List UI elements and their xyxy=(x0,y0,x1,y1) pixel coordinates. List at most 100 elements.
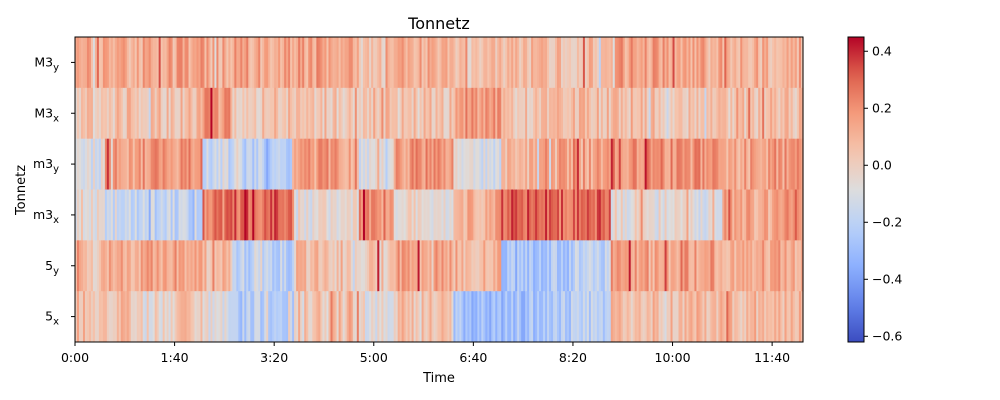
heatmap-cell xyxy=(471,291,474,343)
heatmap-cell xyxy=(198,240,202,292)
heatmap-cell xyxy=(441,87,445,140)
heatmap-cell xyxy=(318,138,321,190)
heatmap-cell xyxy=(736,37,739,89)
heatmap-cell xyxy=(626,240,630,292)
heatmap-cell xyxy=(381,87,385,140)
heatmap-cell xyxy=(218,240,221,292)
heatmap-cell xyxy=(732,138,735,190)
heatmap-cell xyxy=(136,37,140,89)
heatmap-cell xyxy=(622,87,626,140)
heatmap-cell xyxy=(668,138,672,190)
heatmap-cell xyxy=(784,87,788,140)
heatmap-cell xyxy=(495,87,498,140)
heatmap-cell xyxy=(210,37,214,89)
heatmap-cell xyxy=(580,87,584,140)
heatmap-cell xyxy=(471,37,474,89)
heatmap-cell xyxy=(483,87,486,140)
heatmap-cell xyxy=(158,37,162,89)
heatmap-cell xyxy=(260,138,263,190)
heatmap-cell xyxy=(568,87,572,140)
heatmap-cell xyxy=(766,37,769,89)
heatmap-cell xyxy=(166,37,170,89)
heatmap-cell xyxy=(718,138,721,190)
heatmap-cell xyxy=(240,189,243,241)
heatmap-cell xyxy=(230,87,233,140)
heatmap-cell xyxy=(624,87,628,140)
heatmap-cell xyxy=(389,138,393,190)
heatmap-cell xyxy=(537,87,540,140)
heatmap-cell xyxy=(421,291,425,343)
heatmap-cell xyxy=(756,87,759,140)
heatmap-cell xyxy=(469,240,472,292)
heatmap-cell xyxy=(373,240,376,292)
heatmap-cell xyxy=(559,240,562,292)
heatmap-cell xyxy=(590,37,594,89)
heatmap-cell xyxy=(600,189,604,241)
heatmap-cell xyxy=(543,37,546,89)
heatmap-cell xyxy=(459,291,463,343)
heatmap-cell xyxy=(397,87,401,140)
heatmap-cell xyxy=(88,240,92,292)
heatmap-cell xyxy=(776,240,779,292)
y-tick-label: M3x xyxy=(34,105,59,124)
heatmap-cell xyxy=(336,87,340,140)
heatmap-cell xyxy=(559,189,562,241)
heatmap-cell xyxy=(108,240,112,292)
heatmap-cell xyxy=(385,37,389,89)
heatmap-cell xyxy=(393,291,397,343)
heatmap-cell xyxy=(529,37,532,89)
heatmap-cell xyxy=(646,240,650,292)
heatmap-cell xyxy=(242,87,245,140)
heatmap-cell xyxy=(336,291,340,343)
heatmap-cell xyxy=(768,37,771,89)
heatmap-cell xyxy=(148,138,152,190)
heatmap-cell xyxy=(612,37,616,89)
heatmap-cell xyxy=(292,87,295,140)
heatmap-cell xyxy=(232,138,235,190)
heatmap-cell xyxy=(493,291,496,343)
heatmap-cell xyxy=(158,291,162,343)
heatmap-cell xyxy=(324,138,328,190)
heatmap-cell xyxy=(630,37,634,89)
heatmap-cell xyxy=(459,87,463,140)
heatmap-cell xyxy=(220,240,223,292)
heatmap-cell xyxy=(758,37,761,89)
heatmap-cell xyxy=(473,240,476,292)
heatmap-cell xyxy=(82,240,86,292)
heatmap-cell xyxy=(555,138,558,190)
heatmap-cell xyxy=(198,37,202,89)
heatmap-cell xyxy=(190,240,194,292)
heatmap-cell xyxy=(326,138,330,190)
heatmap-cell xyxy=(782,189,786,241)
heatmap-cell xyxy=(497,138,500,190)
heatmap-cell xyxy=(764,138,767,190)
heatmap-cell xyxy=(276,291,279,343)
heatmap-cell xyxy=(638,189,642,241)
heatmap-cell xyxy=(798,291,802,343)
heatmap-cell xyxy=(660,189,664,241)
heatmap-cell xyxy=(350,87,354,140)
heatmap-cell xyxy=(158,189,162,241)
heatmap-cell xyxy=(222,189,225,241)
heatmap-cell xyxy=(180,138,184,190)
heatmap-cell xyxy=(525,138,528,190)
heatmap-cell xyxy=(240,240,243,292)
heatmap-cell xyxy=(150,138,154,190)
heatmap-cell xyxy=(220,291,223,343)
heatmap-cell xyxy=(443,37,447,89)
heatmap-cell xyxy=(728,240,731,292)
heatmap-cell xyxy=(344,87,348,140)
heatmap-cell xyxy=(232,189,235,241)
heatmap-cell xyxy=(549,138,552,190)
heatmap-cell xyxy=(381,291,385,343)
heatmap-cell xyxy=(666,189,670,241)
heatmap-cell xyxy=(580,189,584,241)
heatmap-cell xyxy=(778,240,781,292)
heatmap-cell xyxy=(726,138,729,190)
heatmap-cell xyxy=(650,240,654,292)
heatmap-cell xyxy=(142,291,146,343)
heatmap-cell xyxy=(362,291,366,343)
heatmap-cell xyxy=(162,189,166,241)
heatmap-cell xyxy=(678,189,682,241)
heatmap-cell xyxy=(246,37,249,89)
